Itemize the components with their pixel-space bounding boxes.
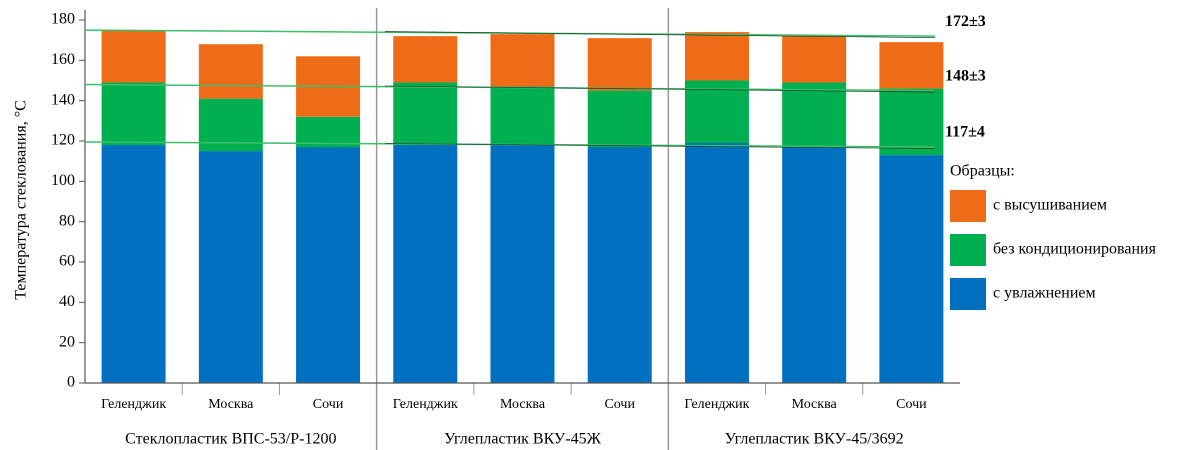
bar-segment [684, 80, 749, 144]
group-label: Углепластик ВКУ-45Ж [444, 431, 602, 448]
reference-line-dark [384, 85, 936, 93]
group-label: Углепластик ВКУ-45/3692 [725, 431, 904, 448]
reference-label: 148±3 [945, 67, 986, 84]
y-tick-label: 100 [51, 172, 75, 189]
y-tick-label: 80 [59, 212, 75, 229]
x-tick-label: Геленджик [684, 397, 749, 412]
bar-segment [782, 36, 847, 83]
legend-title: Образцы: [950, 163, 1015, 180]
bar-segment [296, 116, 361, 148]
bar-segment [296, 147, 361, 383]
bar-segment [684, 32, 749, 81]
bar-segment [684, 143, 749, 383]
bar-segment [490, 86, 555, 146]
bar-segment [879, 88, 944, 156]
y-tick-label: 180 [51, 11, 75, 28]
x-tick-label: Геленджик [101, 397, 166, 412]
y-tick-label: 20 [59, 333, 75, 350]
bar-segment [393, 145, 458, 383]
x-tick-label: Геленджик [393, 397, 458, 412]
legend-label: с увлажнением [993, 285, 1096, 302]
legend-label: с высушиванием [993, 197, 1107, 214]
reference-line-dark [384, 31, 936, 39]
bar-segment [879, 155, 944, 383]
bar-segment [490, 34, 555, 87]
reference-line-dark [384, 143, 936, 149]
bar-segment [393, 36, 458, 83]
x-tick-label: Москва [792, 397, 838, 412]
y-tick-label: 60 [59, 253, 75, 270]
bar-segment [587, 38, 652, 91]
y-tick-label: 40 [59, 293, 75, 310]
reference-label: 172±3 [945, 13, 986, 30]
bar-segment [782, 82, 847, 148]
y-tick-label: 0 [67, 374, 75, 391]
bar-segment [587, 147, 652, 383]
reference-label: 117±4 [945, 124, 985, 141]
legend-swatch [950, 278, 986, 310]
legend-swatch [950, 234, 986, 266]
legend-swatch [950, 190, 986, 222]
bar-segment [198, 44, 263, 99]
bar-segment [101, 82, 166, 146]
bar-segment [101, 30, 166, 83]
bar-segment [198, 151, 263, 383]
x-tick-label: Сочи [604, 397, 635, 412]
bar-segment [101, 145, 166, 383]
bar-segment [490, 145, 555, 383]
x-tick-label: Москва [500, 397, 546, 412]
bar-segment [782, 147, 847, 383]
y-tick-label: 120 [51, 132, 75, 149]
y-axis-label: Температура стеклования, °С [13, 100, 30, 300]
bar-segment [587, 90, 652, 148]
bar-segment [879, 42, 944, 89]
x-tick-label: Сочи [896, 397, 927, 412]
legend-label: без кондиционирования [993, 241, 1157, 258]
y-tick-label: 160 [51, 51, 75, 68]
x-tick-label: Москва [208, 397, 254, 412]
y-tick-label: 140 [51, 91, 75, 108]
x-tick-label: Сочи [313, 397, 344, 412]
bar-segment [393, 82, 458, 146]
group-label: Стеклопластик ВПС-53/Р-1200 [125, 431, 336, 448]
